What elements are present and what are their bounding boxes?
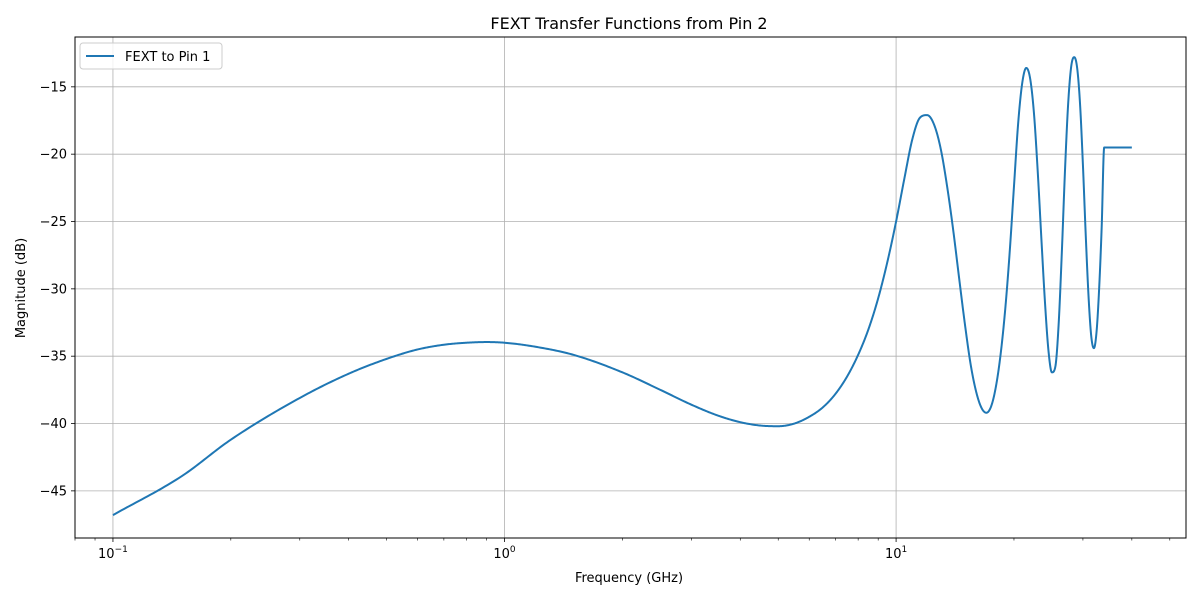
- chart-title: FEXT Transfer Functions from Pin 2: [490, 14, 767, 33]
- legend-box: [79, 42, 223, 70]
- y-tick-label: −25: [40, 215, 67, 230]
- y-tick-label: −15: [40, 80, 67, 95]
- x-axis-label: Frequency (GHz): [575, 571, 683, 586]
- y-tick-label: −45: [40, 484, 67, 499]
- axis-ticks: −45 −40 −35 −30 −25 −20 −15 10−1 100 101: [40, 80, 1171, 562]
- y-axis-label: Magnitude (dB): [14, 238, 29, 338]
- plot-frame: [74, 36, 1187, 539]
- series-line-0: [112, 56, 1133, 516]
- legend-label-fext-to-pin-1: FEXT to Pin 1: [125, 50, 210, 65]
- y-tick-label: −40: [40, 417, 67, 432]
- grid-lines: [75, 37, 1186, 538]
- y-tick-label: −30: [40, 282, 67, 297]
- x-tick-label: 100: [493, 545, 516, 562]
- legend: FEXT to Pin 1: [79, 42, 223, 70]
- y-tick-label: −35: [40, 350, 67, 365]
- series-layer: [112, 56, 1133, 516]
- y-tick-label: −20: [40, 148, 67, 163]
- x-tick-label: 101: [885, 545, 907, 562]
- x-tick-label: 10−1: [98, 545, 128, 562]
